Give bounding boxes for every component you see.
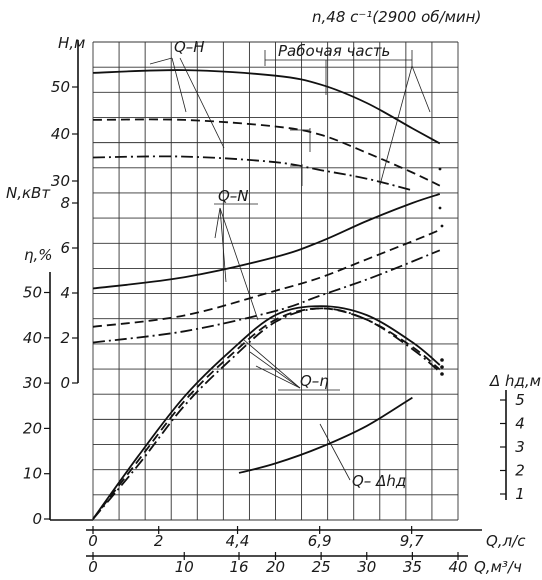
flow-m3h-axis-label: Q,м³/ч xyxy=(474,558,522,576)
efficiency-tick-label: 0 xyxy=(32,510,42,528)
npsh-tick-label: 4 xyxy=(515,415,525,433)
efficiency-tick-label: 10 xyxy=(23,465,42,483)
qn-label: Q–N xyxy=(218,187,249,205)
head-tick-label: 30 xyxy=(51,172,70,190)
leader-line xyxy=(179,57,225,149)
leader-line xyxy=(379,65,413,186)
power-tick-label: 8 xyxy=(60,194,70,212)
qeta-label: Q–η xyxy=(300,372,329,390)
power-tick-label: 0 xyxy=(60,374,70,392)
curve-qh-dashed xyxy=(92,118,441,187)
leader-line xyxy=(319,423,351,481)
power-tick-label: 4 xyxy=(60,284,70,302)
leader-line xyxy=(243,339,301,389)
leader-line xyxy=(249,351,301,389)
leader-line xyxy=(171,57,187,113)
head-tick-label: 40 xyxy=(51,125,70,143)
power-tick-label: 2 xyxy=(60,329,70,347)
leader-line xyxy=(255,365,301,389)
efficiency-tick-label: 20 xyxy=(23,419,42,437)
efficiency-tick-label: 50 xyxy=(23,284,42,302)
leader-line xyxy=(149,57,173,65)
efficiency-tick-label: 40 xyxy=(23,329,42,347)
flow-m3h-tick-label: 0 xyxy=(88,558,98,576)
curve-qh-solid xyxy=(92,69,441,145)
head-tick-label: 50 xyxy=(51,78,70,96)
npsh-tick-label: 5 xyxy=(515,391,525,409)
curves xyxy=(92,69,441,520)
curve-q-solid xyxy=(92,305,441,520)
leader-lines xyxy=(149,50,444,481)
npsh-tick-label: 3 xyxy=(515,438,525,456)
flow-ls-axis-label: Q,л/с xyxy=(486,532,526,550)
flow-ls-tick-label: 2 xyxy=(154,532,164,550)
leader-line xyxy=(214,207,221,239)
leader-line xyxy=(219,207,259,321)
leader-line xyxy=(219,207,227,283)
head-axis-label: Н,м xyxy=(58,34,85,52)
curve-qh-dashdot xyxy=(92,155,413,192)
qh-label: Q–H xyxy=(174,38,205,56)
flow-ls-tick-label: 6,9 xyxy=(308,532,332,550)
flow-m3h-tick-label: 25 xyxy=(312,558,331,576)
end-marker xyxy=(440,224,444,228)
work-zone-label: Рабочая часть xyxy=(278,42,390,60)
npsh-tick-label: 2 xyxy=(515,462,525,480)
npsh-tick-label: 1 xyxy=(515,485,525,503)
power-axis-label: N,кВт xyxy=(6,184,51,202)
power-tick-label: 6 xyxy=(60,239,70,257)
curve-qn-dashdot xyxy=(92,249,441,344)
chart-title: n,48 с⁻¹(2900 об/мин) xyxy=(312,8,481,26)
npsh-axis-label: Δ hд,м xyxy=(489,372,541,390)
curve-qn-solid xyxy=(92,193,441,290)
end-marker xyxy=(440,372,444,376)
flow-m3h-tick-label: 30 xyxy=(357,558,376,576)
efficiency-axis-label: η,% xyxy=(24,246,53,264)
end-marker xyxy=(440,365,444,369)
curve-qh-solid xyxy=(238,396,413,474)
qnpsh-label: Q– Δhд xyxy=(352,472,406,490)
end-marker xyxy=(440,358,444,362)
curve-q-dashed xyxy=(92,307,441,520)
flow-ls-tick-label: 9,7 xyxy=(400,532,424,550)
curve-qn-dashed xyxy=(92,229,441,328)
leader-line xyxy=(411,65,431,113)
flow-m3h-tick-label: 40 xyxy=(448,558,467,576)
flow-m3h-tick-label: 10 xyxy=(175,558,194,576)
flow-m3h-tick-label: 16 xyxy=(229,558,248,576)
end-marker xyxy=(438,167,442,171)
curve-q-dashdot xyxy=(92,307,441,520)
end-marker xyxy=(438,206,442,210)
flow-m3h-tick-label: 35 xyxy=(403,558,422,576)
efficiency-tick-label: 30 xyxy=(23,374,42,392)
flow-m3h-tick-label: 20 xyxy=(266,558,285,576)
flow-ls-tick-label: 4,4 xyxy=(226,532,250,550)
flow-ls-tick-label: 0 xyxy=(88,532,98,550)
